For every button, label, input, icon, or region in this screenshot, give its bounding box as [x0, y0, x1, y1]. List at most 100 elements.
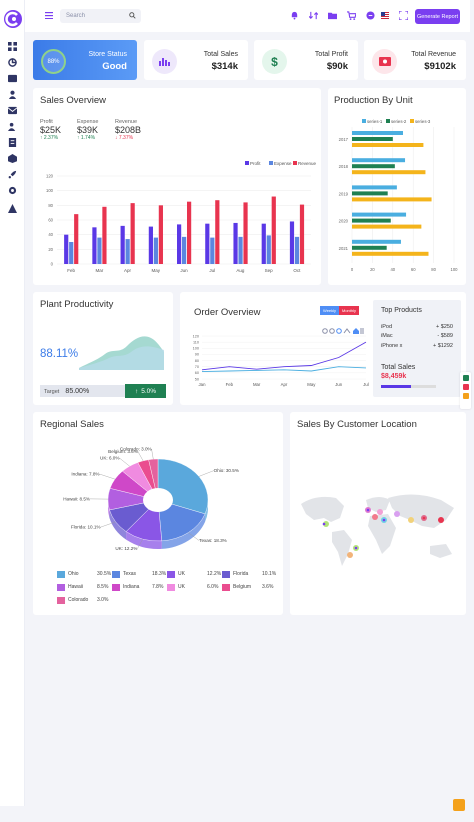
brand-logo[interactable] [3, 9, 23, 29]
growth-badge: ↑ 5.0% [125, 384, 166, 398]
x-tick-label: Jun [335, 382, 343, 387]
user-icon[interactable] [8, 90, 17, 99]
x-tick-label: Mar [95, 268, 103, 273]
transfer-icon[interactable] [309, 11, 318, 20]
bar [210, 237, 215, 264]
bar [215, 200, 220, 264]
bar [158, 205, 163, 264]
contacts-icon[interactable] [8, 122, 17, 131]
floating-tool-red[interactable] [462, 384, 469, 390]
top-bar: Search Generate Report [25, 0, 470, 32]
bar [352, 197, 432, 202]
floating-tool-green[interactable] [462, 375, 469, 381]
metric-delta: 7.37% [118, 135, 134, 141]
total-sales-label: Total Sales [381, 364, 416, 371]
bar [187, 201, 192, 264]
tab-weekly[interactable]: Weekly [320, 306, 340, 315]
generate-report-button[interactable]: Generate Report [415, 9, 460, 24]
settings-icon[interactable] [8, 186, 17, 195]
x-tick-label: Feb [67, 268, 75, 273]
analytics-icon[interactable] [8, 58, 17, 67]
legend-item[interactable]: Florida 10.1% [222, 570, 276, 578]
y-tick-label: 2018 [339, 164, 349, 169]
inbox-icon[interactable] [8, 106, 17, 115]
document-icon[interactable] [8, 138, 17, 147]
chart-toolbar[interactable] [322, 328, 364, 334]
fullscreen-icon[interactable] [399, 11, 408, 20]
location-title: Sales By Customer Location [297, 419, 417, 430]
legend-item[interactable]: UK 6.0% [167, 583, 218, 591]
legend-item[interactable]: UK 12.2% [167, 570, 221, 578]
legend-item[interactable]: Texas 18.3% [112, 570, 166, 578]
legend-percent: 7.8% [152, 584, 164, 590]
metric-revenue: Revenue $208B ↓ 7.37% [115, 119, 141, 141]
metric-label: Revenue [115, 119, 138, 125]
y-tick-label: 70 [195, 365, 199, 369]
store-status-gauge: 88% [41, 49, 66, 74]
bar [352, 239, 401, 244]
search-icon[interactable] [129, 12, 136, 19]
bar [352, 245, 387, 250]
bar [97, 237, 102, 264]
settings-fab[interactable] [453, 799, 465, 811]
menu-icon[interactable] [45, 12, 53, 19]
legend-item[interactable]: Ohio 30.5% [57, 570, 111, 578]
legend-swatch [222, 570, 230, 578]
legend-item[interactable]: Hawaii 8.5% [57, 583, 108, 591]
bar [102, 206, 107, 264]
bell-icon[interactable] [290, 11, 299, 20]
chat-icon[interactable] [366, 11, 375, 20]
floating-tool-orange[interactable] [462, 393, 469, 399]
search-input[interactable]: Search [60, 9, 141, 23]
product-price: - $589 [437, 333, 453, 339]
top-products-title: Top Products [381, 307, 422, 314]
warning-icon[interactable] [8, 204, 17, 213]
arrow-up-icon: ↑ [40, 135, 43, 141]
sales-overview-card: Sales Overview Profit $25K ↑ 2.37% Expen… [33, 88, 321, 285]
dashboard-icon[interactable] [8, 42, 17, 51]
x-tick-label: Sep [265, 268, 274, 273]
bar-chart-icon [152, 49, 177, 74]
pie-slice-label: Texas: 18.3% [199, 538, 227, 543]
flag-icon[interactable] [381, 12, 389, 19]
box-icon[interactable] [8, 154, 17, 163]
product-price: + $1292 [432, 343, 453, 349]
wallet-icon[interactable] [8, 74, 17, 83]
x-tick-label: 60 [411, 267, 416, 272]
floating-tools[interactable] [460, 372, 471, 409]
bar [352, 224, 422, 229]
x-tick-label: May [152, 268, 161, 273]
folder-icon[interactable] [328, 11, 337, 20]
metric-value: $25K [40, 125, 62, 135]
y-tick-label: 2020 [339, 219, 349, 224]
legend-item[interactable]: Indiana 7.8% [112, 583, 163, 591]
total-revenue-label: Total Revenue [411, 51, 456, 58]
order-overview-chart: 50 60 70 80 90 100 110 120 Jan Feb Mar Apr May Jun Jul [193, 334, 369, 387]
legend-swatch [269, 161, 273, 165]
product-name: iPhone x [381, 343, 403, 349]
legend-percent: 18.3% [152, 571, 167, 577]
rocket-icon[interactable] [8, 170, 17, 179]
product-price: + $250 [436, 324, 453, 330]
x-tick-label: Jul [209, 268, 215, 273]
pie-leader-line [137, 538, 144, 549]
legend-name: Hawaii [68, 584, 84, 590]
pie-leader-line [151, 449, 154, 460]
y-tick-label: 2019 [339, 191, 349, 196]
legend-percent: 30.5% [97, 571, 112, 577]
bar [352, 137, 393, 141]
bar [177, 224, 182, 264]
x-tick-label: 20 [370, 267, 375, 272]
bar [352, 212, 407, 217]
tab-monthly[interactable]: Monthly [339, 306, 360, 315]
total-sales-amount: $8,459k [381, 373, 407, 380]
world-map [301, 494, 454, 566]
pie-slice-label: Ohio: 30.5% [214, 468, 239, 473]
legend-item[interactable]: Colorado 3.0% [57, 596, 108, 604]
legend-item[interactable]: Belgium 3.6% [222, 583, 273, 591]
product-name: iPod [381, 324, 393, 330]
cart-icon[interactable] [347, 11, 356, 20]
bar [352, 143, 424, 147]
metric-delta: 1.74% [80, 135, 96, 141]
x-tick-label: Oct [293, 268, 301, 273]
